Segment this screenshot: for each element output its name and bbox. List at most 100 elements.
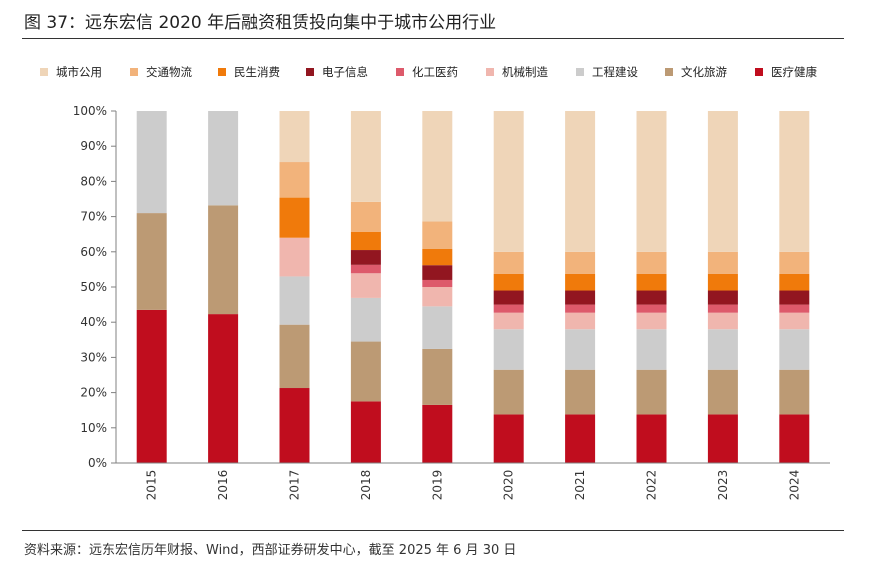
bar-segment <box>136 309 167 463</box>
bar-segment <box>350 201 381 232</box>
bar-stacks <box>136 111 810 463</box>
x-tick-label: 2023 <box>716 470 730 501</box>
bar-segment <box>565 312 596 330</box>
bar-segment <box>779 290 810 305</box>
bar-segment <box>707 414 738 463</box>
bar-stack-2024 <box>779 111 810 463</box>
bar-segment <box>350 264 381 274</box>
bar-segment <box>779 369 810 415</box>
bar-segment <box>493 312 524 330</box>
bar-segment <box>422 221 453 249</box>
bar-segment <box>707 304 738 313</box>
bar-segment <box>636 414 667 463</box>
source-divider <box>22 530 844 531</box>
x-tick-label: 2020 <box>502 470 516 501</box>
legend-label: 医疗健康 <box>771 65 817 79</box>
x-tick-label: 2024 <box>787 470 801 501</box>
bar-segment <box>707 290 738 305</box>
bar-segment <box>136 213 167 310</box>
bar-segment <box>493 273 524 291</box>
bar-segment <box>636 329 667 370</box>
legend-swatch <box>755 68 763 76</box>
bar-segment <box>350 401 381 463</box>
bar-stack-2022 <box>636 111 667 463</box>
y-tick-label: 80% <box>80 174 107 188</box>
bar-segment <box>565 369 596 415</box>
x-tick-label: 2017 <box>288 470 302 501</box>
bar-segment <box>422 348 453 405</box>
legend-item: 民生消费 <box>218 65 280 79</box>
bar-segment <box>422 279 453 287</box>
bar-segment <box>636 251 667 274</box>
y-tick-label: 60% <box>80 245 107 259</box>
bar-segment <box>779 111 810 252</box>
bar-segment <box>779 312 810 330</box>
chart-title: 图 37：远东宏信 2020 年后融资租赁投向集中于城市公用行业 <box>24 13 497 33</box>
bar-segment <box>350 297 381 342</box>
legend-label: 化工医药 <box>412 65 458 79</box>
bar-segment <box>350 250 381 265</box>
legend-swatch <box>665 68 673 76</box>
y-tick-label: 90% <box>80 139 107 153</box>
chart-legend: 城市公用 交通物流 民生消费 电子信息 化工医药 机械制造 工程建设 文化旅游 医疗健康 <box>40 65 817 79</box>
bar-segment <box>422 306 453 349</box>
x-axis: 2015 2016 2017 2018 2019 2020 2021 2022 2023 2024 <box>116 462 830 501</box>
legend-swatch <box>130 68 138 76</box>
bar-segment <box>279 237 310 277</box>
bar-segment <box>707 273 738 291</box>
bar-segment <box>208 111 239 206</box>
bar-segment <box>279 388 310 463</box>
bar-segment <box>493 111 524 252</box>
bar-segment <box>422 404 453 463</box>
legend-item: 交通物流 <box>130 65 192 79</box>
legend-item: 医疗健康 <box>755 65 817 79</box>
bar-stack-2018 <box>350 111 381 463</box>
bar-segment <box>493 304 524 313</box>
x-tick-label: 2015 <box>145 470 159 501</box>
bar-segment <box>565 251 596 274</box>
y-axis: 0% 10% 20% 30% 40% 50% 60% 70% 80% 90% 100% <box>73 104 117 470</box>
legend-swatch <box>218 68 226 76</box>
bar-segment <box>707 312 738 330</box>
x-tick-label: 2016 <box>216 470 230 501</box>
bar-segment <box>565 414 596 463</box>
legend-swatch <box>306 68 314 76</box>
bar-segment <box>636 290 667 305</box>
y-tick-label: 100% <box>73 104 107 118</box>
bar-segment <box>565 273 596 291</box>
legend-label: 城市公用 <box>56 65 102 79</box>
y-tick-label: 10% <box>80 421 107 435</box>
bar-segment <box>208 314 239 463</box>
bar-segment <box>279 197 310 238</box>
bar-segment <box>636 369 667 415</box>
bar-segment <box>779 273 810 291</box>
y-tick-label: 20% <box>80 386 107 400</box>
bar-segment <box>422 265 453 280</box>
legend-item: 化工医药 <box>396 65 458 79</box>
bar-segment <box>279 276 310 325</box>
bar-segment <box>350 341 381 402</box>
x-tick-label: 2022 <box>645 470 659 501</box>
bar-segment <box>422 111 453 222</box>
legend-label: 电子信息 <box>322 65 368 79</box>
x-tick-label: 2018 <box>359 470 373 501</box>
bar-segment <box>565 329 596 370</box>
bar-segment <box>565 290 596 305</box>
bar-stack-2017 <box>279 111 310 463</box>
legend-item: 电子信息 <box>306 65 368 79</box>
legend-label: 民生消费 <box>234 65 280 79</box>
bar-segment <box>422 287 453 307</box>
legend-label: 机械制造 <box>502 65 548 79</box>
bar-segment <box>493 329 524 370</box>
y-tick-label: 0% <box>88 456 107 470</box>
bar-segment <box>350 273 381 298</box>
bar-segment <box>493 414 524 463</box>
bar-stack-2019 <box>422 111 453 463</box>
bar-segment <box>208 205 239 315</box>
legend-item: 文化旅游 <box>665 65 727 79</box>
bar-segment <box>493 290 524 305</box>
bar-segment <box>493 369 524 415</box>
bar-segment <box>779 414 810 463</box>
stacked-bar-chart: 城市公用 交通物流 民生消费 电子信息 化工医药 机械制造 工程建设 文化旅游 医疗健康 0% 1… <box>40 65 830 501</box>
source-note: 资料来源：远东宏信历年财报、Wind，西部证券研发中心，截至 2025 年 6 … <box>24 543 517 558</box>
